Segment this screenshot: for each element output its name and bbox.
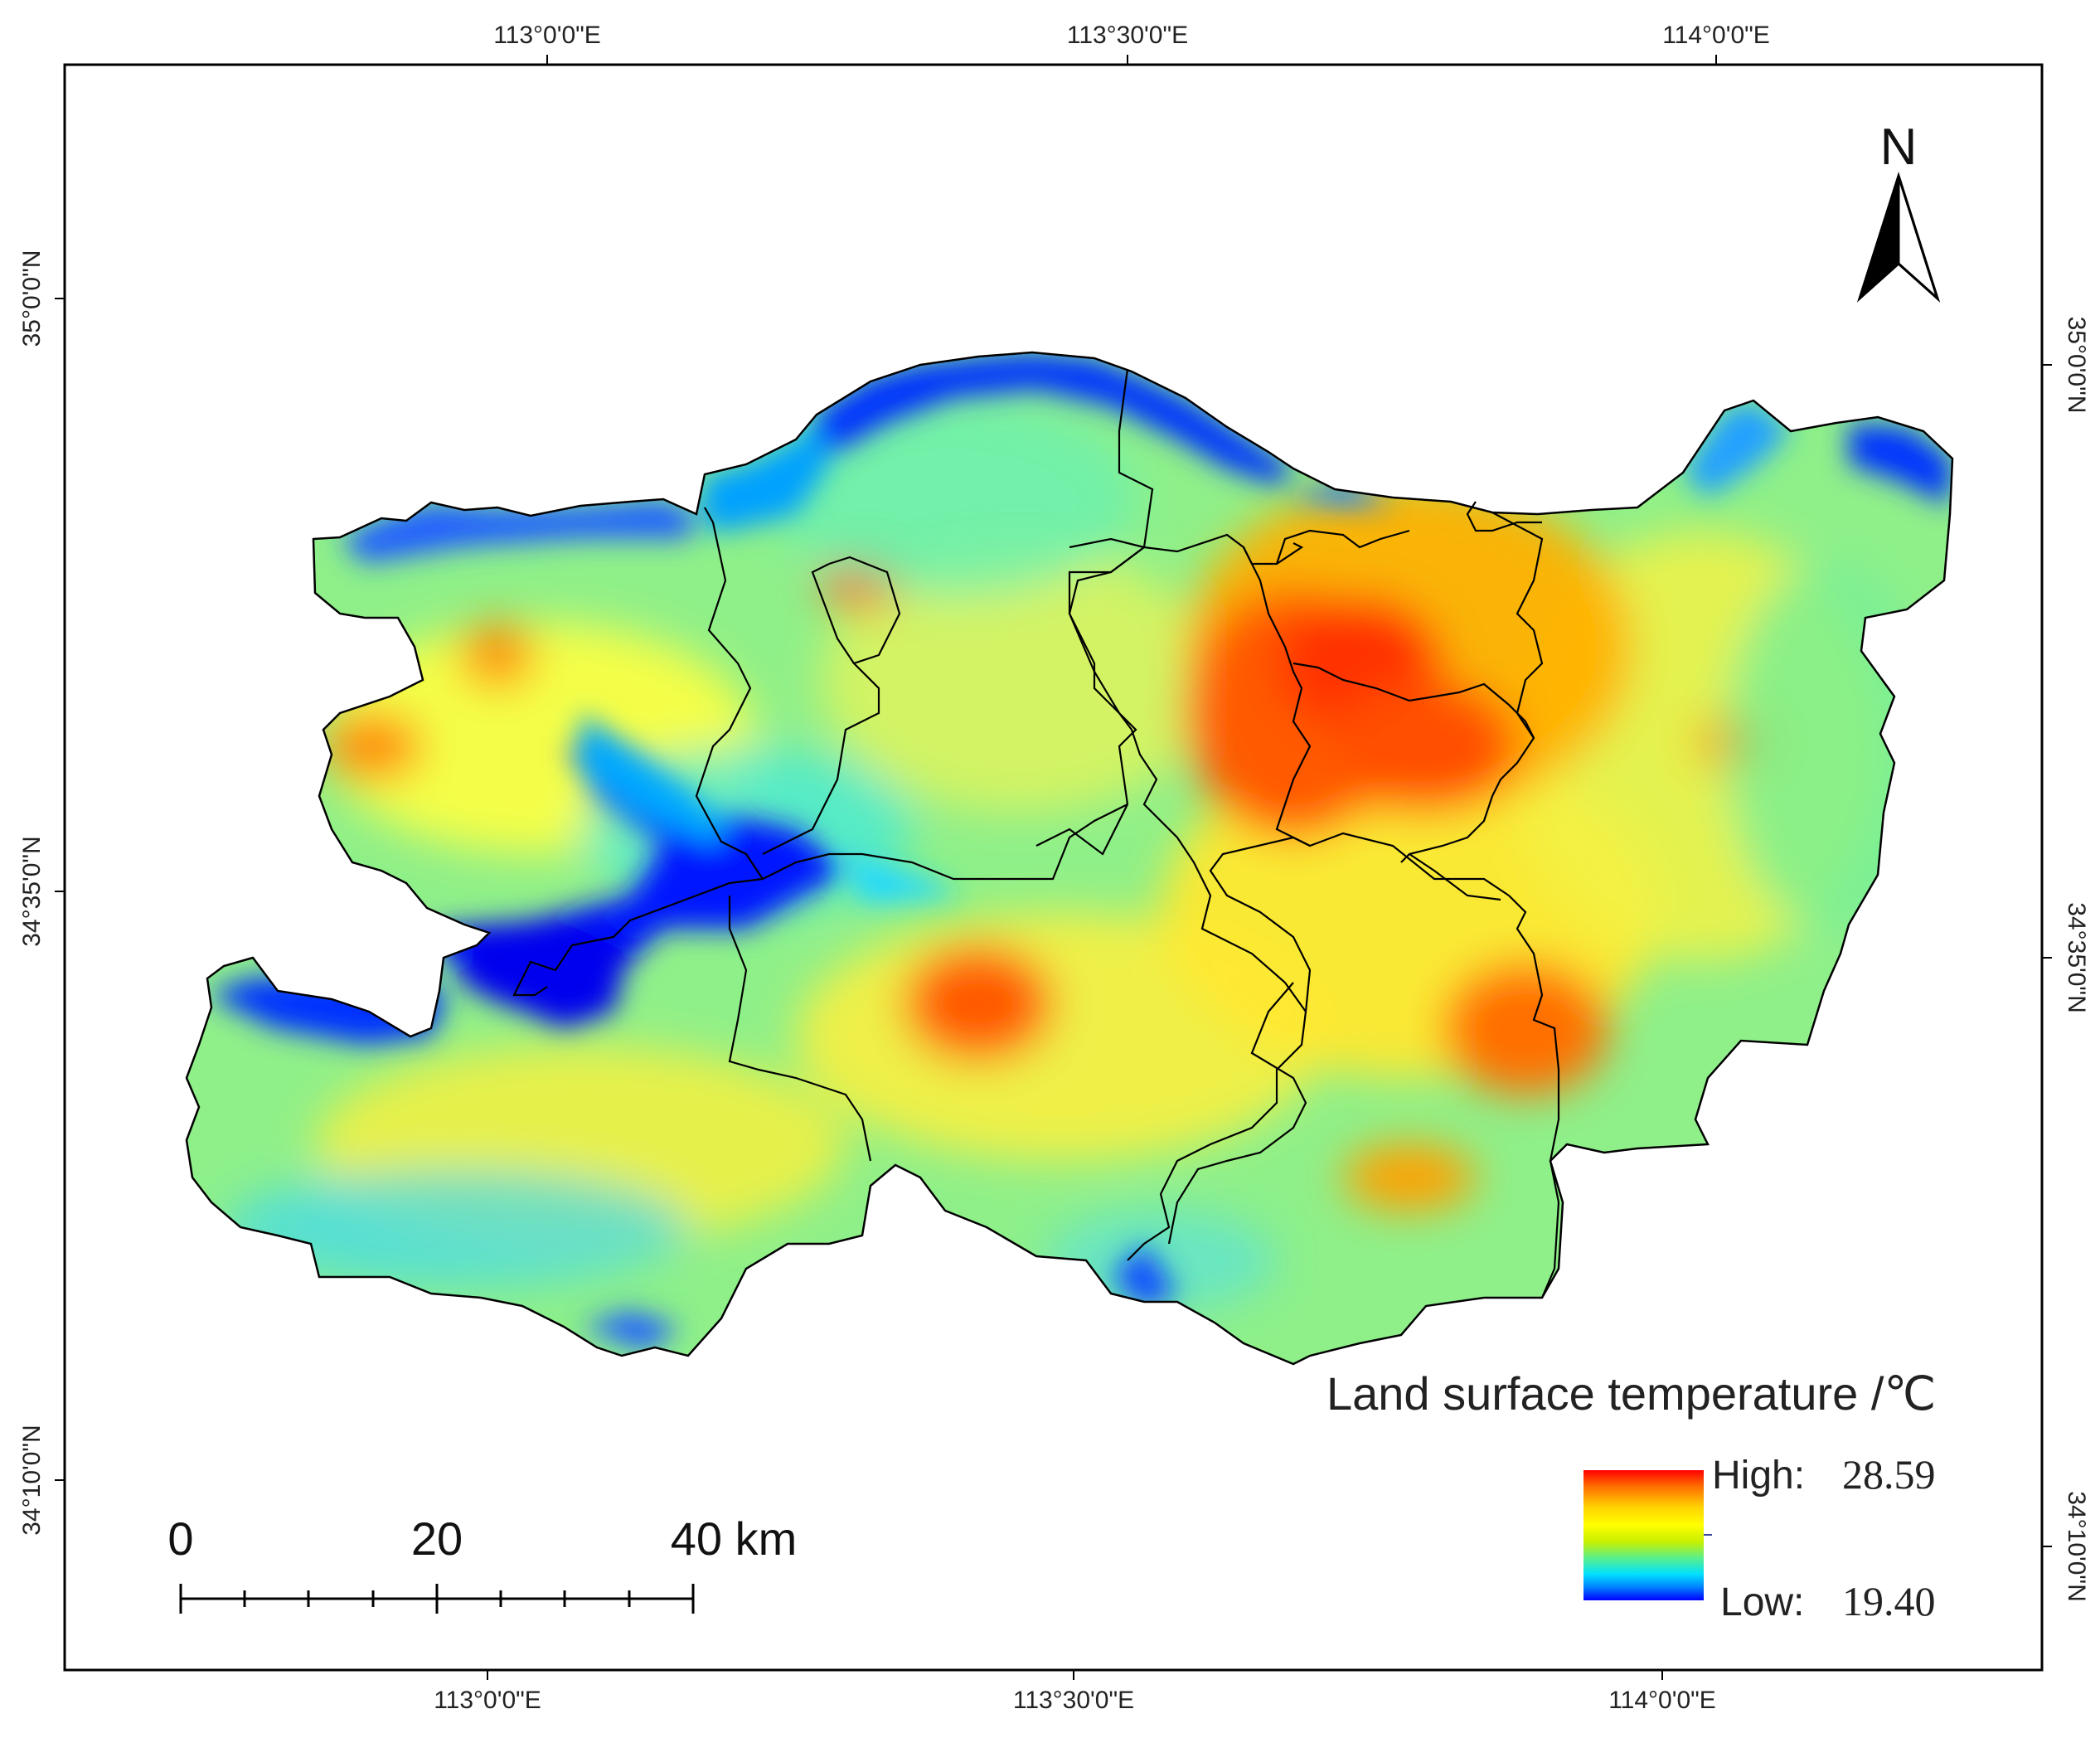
top-tick-label: 113°30'0"E xyxy=(1067,22,1188,49)
legend-low-value: 19.40 xyxy=(1842,1578,1936,1624)
district-borders xyxy=(512,368,1560,1299)
right-tick-label: 35°0'0"N xyxy=(2063,317,2090,414)
frame-ticks xyxy=(55,55,2052,1680)
north-arrow-label: N xyxy=(1880,119,1918,176)
scale-bar-label: 20 xyxy=(411,1512,463,1565)
bottom-tick-label: 114°0'0"E xyxy=(1608,1687,1716,1714)
temperature-raster xyxy=(187,352,1952,1364)
legend-color-ramp xyxy=(1583,1470,1704,1600)
right-tick-label: 34°10'0"N xyxy=(2063,1491,2090,1601)
right-tick-label: 34°35'0"N xyxy=(2063,902,2090,1012)
left-tick-label: 35°0'0"N xyxy=(18,250,46,347)
scale-bar-label: 0 xyxy=(167,1512,193,1565)
legend: Land surface temperature /℃ High: 28.59 … xyxy=(1326,1367,1936,1624)
scale-bar-label: 40 km xyxy=(671,1512,798,1565)
north-arrow-icon xyxy=(1856,172,1941,303)
legend-high-label: High: xyxy=(1712,1454,1805,1498)
top-tick-label: 114°0'0"E xyxy=(1662,22,1770,49)
top-tick-label: 113°0'0"E xyxy=(493,22,601,49)
legend-low-label: Low: xyxy=(1720,1580,1804,1624)
bottom-tick-label: 113°30'0"E xyxy=(1013,1687,1134,1714)
bottom-tick-label: 113°0'0"E xyxy=(434,1687,541,1714)
scale-bar: 0 20 40 km xyxy=(167,1512,797,1614)
left-tick-label: 34°35'0"N xyxy=(18,836,46,946)
left-tick-label: 34°10'0"N xyxy=(18,1425,46,1535)
legend-title: Land surface temperature /℃ xyxy=(1326,1367,1936,1420)
north-arrow: N xyxy=(1856,119,1941,303)
legend-high-value: 28.59 xyxy=(1842,1451,1936,1498)
